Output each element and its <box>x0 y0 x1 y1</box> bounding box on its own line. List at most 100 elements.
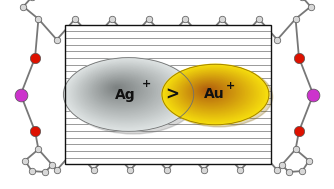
Circle shape <box>189 80 232 104</box>
Circle shape <box>70 61 184 126</box>
Circle shape <box>197 84 221 98</box>
Circle shape <box>162 64 269 125</box>
Point <box>286 170 292 174</box>
Circle shape <box>102 80 138 100</box>
Circle shape <box>202 87 215 94</box>
Text: Au: Au <box>203 88 224 101</box>
Circle shape <box>73 63 180 124</box>
Circle shape <box>98 77 144 103</box>
Circle shape <box>173 71 254 116</box>
Circle shape <box>194 82 226 100</box>
Point <box>146 148 151 151</box>
Point <box>238 38 243 41</box>
Point <box>275 169 280 172</box>
Circle shape <box>172 70 255 117</box>
Circle shape <box>191 81 229 102</box>
Circle shape <box>116 87 119 89</box>
Text: >: > <box>166 85 180 104</box>
Point <box>256 17 262 20</box>
Point <box>54 169 59 172</box>
Point <box>256 148 262 151</box>
Circle shape <box>77 65 174 120</box>
Point <box>72 148 78 151</box>
Point <box>280 164 285 167</box>
Circle shape <box>63 58 194 131</box>
Circle shape <box>168 67 261 120</box>
Circle shape <box>199 85 218 96</box>
Point <box>21 5 26 8</box>
Point <box>164 169 170 172</box>
Circle shape <box>97 77 146 104</box>
Point <box>146 17 151 20</box>
Point <box>238 169 243 172</box>
Circle shape <box>181 75 243 110</box>
Bar <box>65 25 271 164</box>
Circle shape <box>66 59 190 129</box>
Circle shape <box>174 71 252 115</box>
Circle shape <box>203 87 213 93</box>
Point <box>91 169 96 172</box>
Circle shape <box>82 68 167 116</box>
Point <box>275 38 280 41</box>
Circle shape <box>186 78 236 106</box>
Bar <box>65 25 271 164</box>
Circle shape <box>108 83 130 95</box>
Circle shape <box>96 76 148 105</box>
Circle shape <box>169 68 260 119</box>
Circle shape <box>195 83 224 100</box>
Point <box>201 38 206 41</box>
Circle shape <box>170 69 258 119</box>
Circle shape <box>109 83 128 94</box>
Point <box>300 170 305 173</box>
Circle shape <box>75 64 176 122</box>
Point <box>36 17 41 20</box>
Circle shape <box>178 73 247 113</box>
Circle shape <box>112 85 125 92</box>
Circle shape <box>81 67 169 117</box>
Point <box>201 169 206 172</box>
Circle shape <box>179 74 246 112</box>
Circle shape <box>65 58 192 130</box>
Point <box>128 38 133 41</box>
Circle shape <box>78 66 173 119</box>
Point <box>128 169 133 172</box>
Circle shape <box>190 80 230 103</box>
Point <box>32 56 38 59</box>
Circle shape <box>67 60 188 128</box>
Circle shape <box>163 65 267 124</box>
Circle shape <box>113 86 123 91</box>
Point <box>293 148 298 151</box>
Point <box>219 148 225 151</box>
Point <box>311 93 316 96</box>
Circle shape <box>164 66 266 123</box>
Circle shape <box>94 75 150 106</box>
Circle shape <box>165 66 264 122</box>
Circle shape <box>100 78 142 102</box>
Point <box>109 17 115 20</box>
Circle shape <box>206 89 209 91</box>
Circle shape <box>185 77 238 107</box>
Circle shape <box>74 64 178 123</box>
Circle shape <box>92 74 153 108</box>
Circle shape <box>86 70 161 113</box>
Text: +: + <box>226 81 235 91</box>
Circle shape <box>196 84 223 99</box>
Point <box>18 93 23 96</box>
Point <box>296 130 302 133</box>
Point <box>72 17 78 20</box>
Circle shape <box>205 89 210 92</box>
Circle shape <box>188 79 233 105</box>
Point <box>36 148 41 151</box>
Point <box>183 148 188 151</box>
Circle shape <box>69 61 186 127</box>
Circle shape <box>187 78 235 106</box>
Point <box>296 56 302 59</box>
Circle shape <box>180 74 244 111</box>
Circle shape <box>71 62 182 125</box>
Text: Ag: Ag <box>115 88 136 101</box>
Point <box>49 164 54 167</box>
Point <box>54 38 59 41</box>
Circle shape <box>106 82 132 97</box>
Point <box>219 17 225 20</box>
Circle shape <box>184 77 240 108</box>
